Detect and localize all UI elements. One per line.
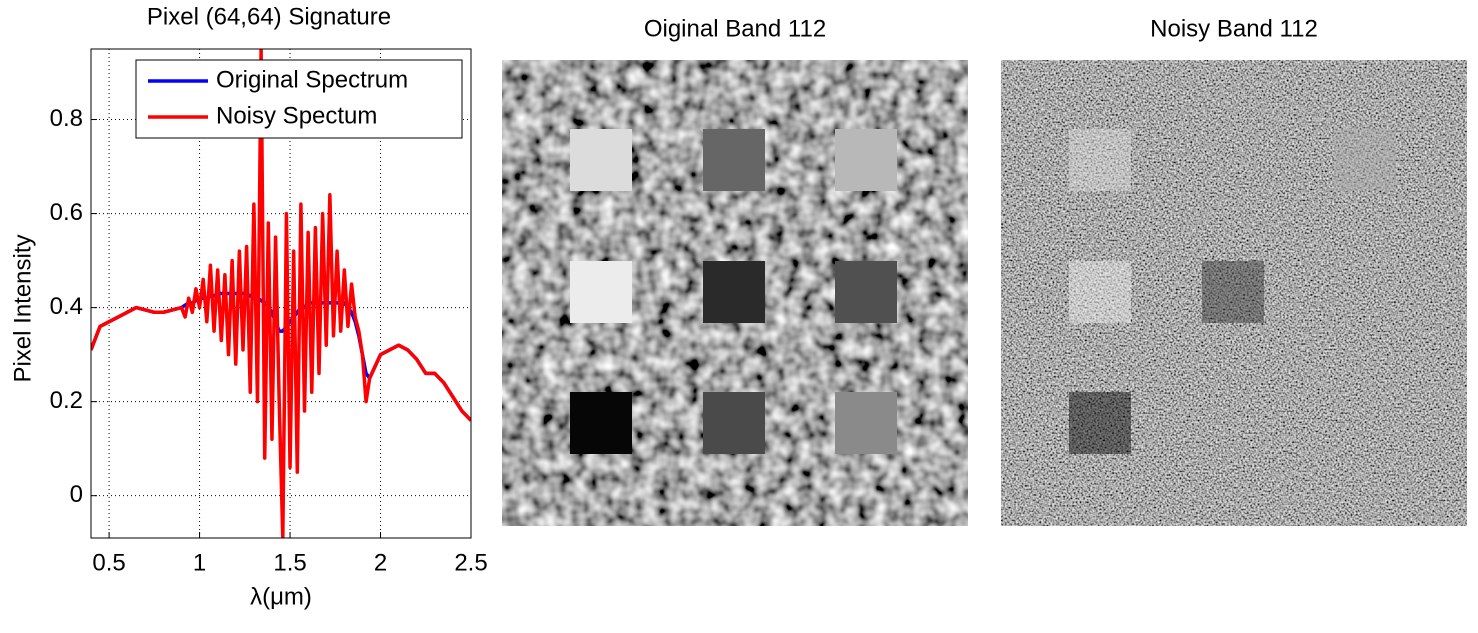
target xyxy=(835,392,897,454)
x-tick-label: 2.5 xyxy=(454,549,487,576)
x-tick-label: 1 xyxy=(193,549,206,576)
x-tick-label: 2 xyxy=(374,549,387,576)
legend-label: Original Spectrum xyxy=(216,66,408,93)
line-panel: 0.5 1 1.5 2 2.5 0 0.2 0.4 0.6 0.8 Original Spectru… xyxy=(9,3,487,610)
x-tick-label: 1.5 xyxy=(273,549,306,576)
image xyxy=(1001,60,1467,526)
target xyxy=(1069,129,1131,191)
target xyxy=(1202,261,1264,323)
legend-box xyxy=(135,59,463,139)
x-tick-label: 0.5 xyxy=(92,549,125,576)
targets xyxy=(570,129,897,454)
series-line xyxy=(91,49,471,538)
image-title: Oiginal Band 112 xyxy=(644,15,826,42)
targets xyxy=(1069,129,1396,454)
y-axis-label: Pixel Intensity xyxy=(9,234,36,382)
legend-label: Noisy Spectum xyxy=(216,102,377,129)
chart-title: Pixel (64,64) Signature xyxy=(147,3,391,30)
target xyxy=(703,392,765,454)
target xyxy=(835,261,897,323)
y-tick-label: 0.4 xyxy=(50,293,83,320)
target xyxy=(1069,261,1131,323)
axes-box xyxy=(90,48,472,539)
image-title: Noisy Band 112 xyxy=(1150,15,1318,42)
y-tick-label: 0.2 xyxy=(50,387,83,414)
image-panel: Oiginal Band 112 xyxy=(502,15,968,526)
target xyxy=(570,392,632,454)
target xyxy=(570,261,632,323)
target xyxy=(703,129,765,191)
target xyxy=(835,129,897,191)
y-tick-label: 0.6 xyxy=(50,199,83,226)
target xyxy=(570,129,632,191)
target xyxy=(1334,129,1396,191)
y-tick-label: 0 xyxy=(70,481,83,508)
y-tick-label: 0.8 xyxy=(50,105,83,132)
target xyxy=(1069,392,1131,454)
x-axis-label: λ(μm) xyxy=(250,583,312,610)
image-panel: Noisy Band 112 xyxy=(1001,15,1467,526)
target xyxy=(703,261,765,323)
